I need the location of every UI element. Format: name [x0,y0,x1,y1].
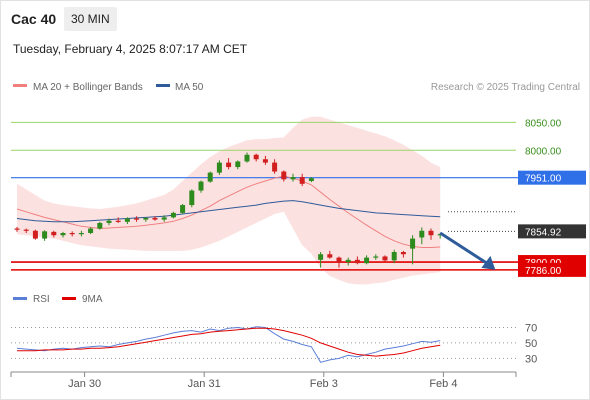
candle-body-45 [428,230,434,236]
candle-body-43 [410,238,416,249]
candle-body-31 [299,177,305,184]
last-price-label: 7854.92 [525,227,562,238]
pivot-label-box-7951-00 [518,170,586,185]
rsi-tick-30: 30 [525,353,537,365]
rsi-line [16,326,441,363]
candle-body-21 [207,172,213,182]
candle-body-30 [290,177,296,180]
credit-text: Research © 2025 Trading Central [431,82,580,93]
pivot-label-7951-00: 7951.00 [525,174,562,185]
candle-body-23 [226,162,232,168]
candle-body-7 [78,233,84,235]
candle-body-39 [373,256,379,258]
x-tick-label-0: Jan 30 [68,378,101,390]
header: Cac 40 30 MIN [0,0,590,36]
candle-body-32 [308,178,314,182]
ma9-legend-swatch [62,297,76,300]
ma50-line [16,200,441,223]
candle-body-24 [235,161,241,168]
candle-body-35 [336,257,342,263]
bollinger-band [17,116,441,285]
candle-body-29 [281,171,287,180]
candle-body-14 [143,217,149,220]
rsi-panel: 70 50 30 [11,322,537,365]
ma20-legend-label: MA 20 + Bollinger Bands [33,82,143,93]
candle-body-5 [60,233,66,236]
last-price-box [518,224,586,239]
x-tick-label-3: Feb 4 [429,378,457,390]
bollinger-band-area-1 [311,116,441,285]
ma9-line [17,327,441,357]
candle-body-20 [198,181,204,191]
candle-body-4 [51,231,57,236]
candle-body-42 [400,252,406,255]
ma50-legend-swatch [156,84,170,87]
candle-body-12 [124,218,130,222]
rsi-legend-label: RSI [33,294,50,305]
candle-body-36 [345,259,351,263]
resistance-label-8000-00: 8000.00 [525,146,562,157]
candle-body-6 [69,233,75,235]
x-tick-label-1: Jan 31 [188,378,221,390]
candle-body-25 [244,154,250,162]
timestamp: Tuesday, February 4, 2025 8:07:17 AM CET [13,42,248,56]
candle-body-8 [88,228,94,233]
candle-body-37 [354,259,360,264]
candle-body-38 [364,257,370,264]
forecast-arrow-layer [439,231,496,270]
candle-body-26 [253,154,259,160]
candle-body-11 [115,220,121,222]
resistance-label-8050-00: 8050.00 [525,118,562,129]
candle-body-40 [382,256,388,261]
candle-body-3 [42,231,48,239]
candle-body-0 [14,228,20,230]
candle-body-1 [23,229,29,231]
candle-body-17 [170,212,176,218]
candle-body-27 [262,159,268,163]
timeframe-selector[interactable]: 30 MIN [64,7,117,31]
candle-body-44 [419,230,425,238]
candles-layer [14,152,443,268]
levels-layer: 8050.008000.007951.007854.927800.007786.… [11,118,586,277]
candle-body-15 [152,217,158,220]
rsi-tick-70: 70 [525,322,537,334]
candle-body-2 [32,230,38,239]
x-axis-ticks: Jan 30 Jan 31 Feb 3 Feb 4 [68,372,457,390]
bollinger-band-area-0 [17,116,312,254]
ma20-line [16,175,441,248]
rsi-tick-50: 50 [525,338,537,350]
moving-averages-layer [16,175,441,248]
x-tick-label-2: Feb 3 [310,378,338,390]
candle-body-13 [134,218,140,220]
rsi-legend-swatch [13,297,27,300]
support-label-box-7786-00 [518,262,586,277]
candle-body-10 [106,220,112,223]
ma50-legend-label: MA 50 [175,82,204,93]
ma9-legend-label: 9MA [82,294,103,305]
support-label-7786-00: 7786.00 [525,266,562,277]
candle-body-18 [180,205,186,213]
ma20-legend-swatch [13,84,27,87]
candle-body-28 [272,162,278,172]
candle-body-41 [391,252,397,261]
forecast-arrow-head [481,255,496,270]
candle-body-22 [216,162,222,173]
candle-body-16 [161,217,167,220]
candle-body-33 [318,254,324,260]
candle-body-34 [327,254,333,258]
forecast-arrow-shaft [439,231,491,267]
candle-body-19 [189,190,195,206]
candle-body-9 [97,222,103,229]
instrument-title: Cac 40 [11,11,57,27]
